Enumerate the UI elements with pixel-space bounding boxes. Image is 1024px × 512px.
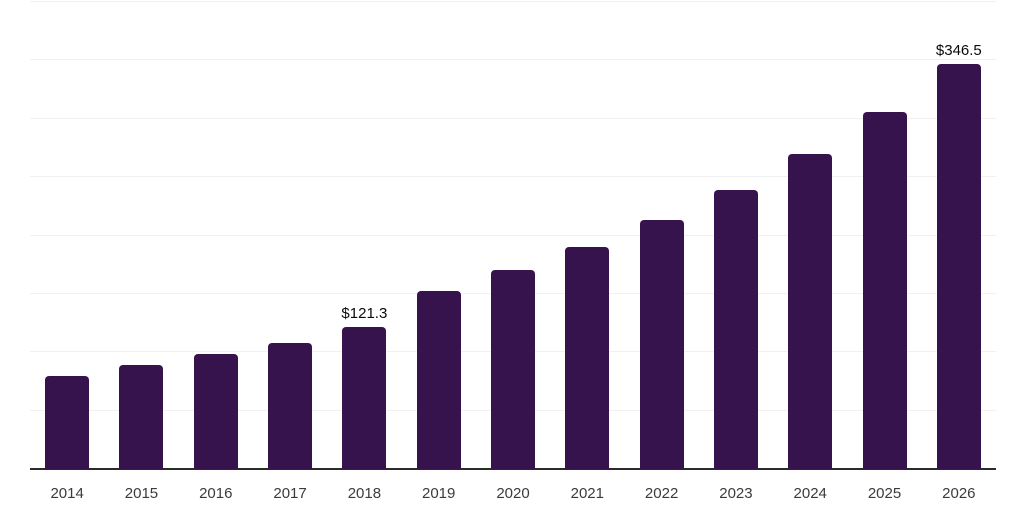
bar-2016[interactable]	[193, 354, 238, 469]
x-tick-2025: 2025	[867, 485, 902, 502]
bar-2024[interactable]	[788, 154, 833, 469]
bar-2020[interactable]	[491, 269, 535, 469]
gridline	[30, 117, 996, 119]
x-tick-2015: 2015	[124, 485, 159, 502]
x-axis-line	[30, 468, 996, 470]
gridline	[30, 176, 996, 178]
x-tick-2022: 2022	[644, 485, 679, 502]
gridline	[30, 1, 996, 2]
bar-2017[interactable]	[268, 342, 313, 469]
bar-2022[interactable]	[639, 219, 684, 469]
bar-2026[interactable]	[936, 64, 981, 469]
x-tick-2024: 2024	[793, 485, 827, 502]
gridline	[30, 234, 996, 236]
bar-2015[interactable]	[119, 365, 164, 469]
x-tick-2020: 2020	[496, 485, 530, 502]
gridline	[30, 59, 996, 61]
x-tick-2019: 2019	[422, 485, 456, 502]
bar-2021[interactable]	[565, 246, 610, 469]
bar-value-label-2026: $346.5	[935, 42, 982, 60]
x-tick-2018: 2018	[347, 485, 382, 502]
bar-2019[interactable]	[416, 290, 461, 469]
bar-2014[interactable]	[45, 376, 90, 469]
bar-value-label-2018: $121.3	[341, 305, 388, 323]
x-tick-2023: 2023	[719, 485, 753, 502]
bar-2018[interactable]	[342, 327, 387, 469]
x-tick-2016: 2016	[199, 485, 233, 502]
bar-2023[interactable]	[713, 189, 758, 469]
x-tick-2026: 2026	[942, 485, 976, 502]
x-tick-2014: 2014	[50, 485, 84, 502]
x-tick-2021: 2021	[570, 485, 604, 502]
x-tick-2017: 2017	[273, 485, 307, 502]
bar-2025[interactable]	[862, 112, 907, 469]
